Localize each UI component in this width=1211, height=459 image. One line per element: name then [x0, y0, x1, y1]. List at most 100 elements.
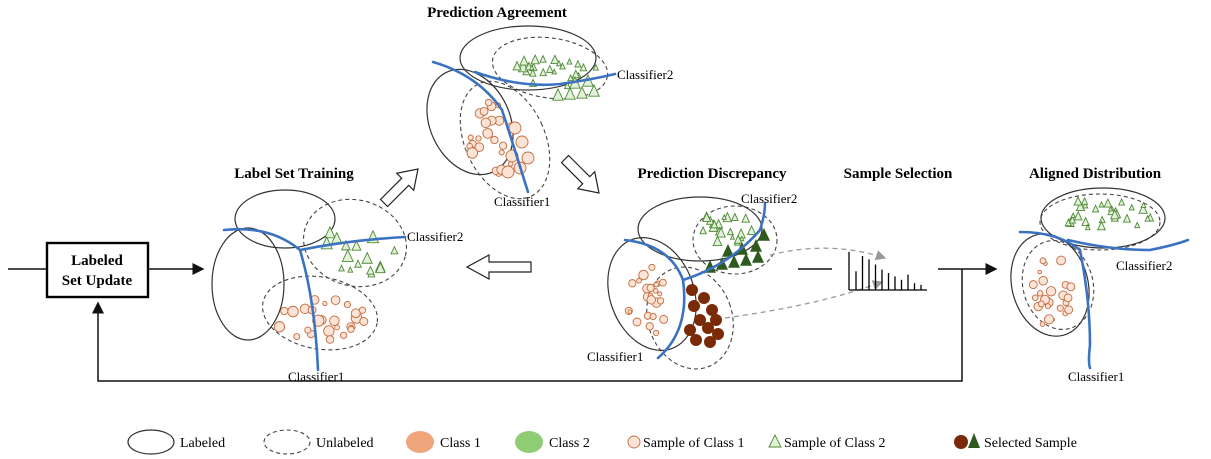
selected-sample-circle	[698, 292, 710, 304]
sample-class1-circle	[628, 279, 637, 288]
selected-sample-triangle	[752, 250, 764, 263]
selected-sample-circle	[688, 300, 700, 312]
sample-class2-triangle	[1080, 196, 1089, 205]
legend: Labeled Unlabeled Class 1 Class 2 Sample…	[127, 429, 1077, 455]
legend-labeled-text: Labeled	[180, 436, 225, 451]
sample-class1-circle	[656, 297, 665, 305]
sample-class2-triangle	[739, 235, 745, 242]
sample-class2-triangle	[1140, 201, 1147, 209]
sample-class2-triangle	[1103, 197, 1113, 208]
classifier2-label-stage2: Classifier2	[617, 67, 673, 82]
stage-label-set-training: Classifier2 Classifier1	[211, 189, 463, 384]
sample-class2-triangle	[1107, 205, 1114, 212]
sample-class1-circle	[467, 134, 474, 141]
sample-class2-triangle	[1122, 213, 1132, 223]
sample-class2-triangle	[529, 68, 537, 77]
selected-sample-circle	[694, 314, 706, 326]
update-box-line1: Labeled	[71, 253, 123, 269]
classifier2-label-stage3: Classifier2	[741, 191, 797, 206]
sample-class2-triangle	[592, 63, 600, 71]
sample-class2-triangle	[366, 265, 375, 275]
title-prediction-discrepancy: Prediction Discrepancy	[637, 166, 787, 182]
selected-sample-triangle	[728, 255, 740, 268]
sample-class2-triangle	[729, 234, 736, 240]
sample-class2-triangle	[564, 86, 576, 100]
sample-class1-circle	[329, 315, 340, 326]
sample-class2-triangle	[1075, 200, 1086, 212]
sample-class1-circle	[657, 291, 663, 297]
labeled-set-update-box	[45, 241, 150, 299]
sample-class1-circle	[653, 281, 659, 288]
sample-class1-circle	[339, 331, 348, 339]
sample-class2-triangle	[1070, 211, 1076, 218]
sample-class2-triangle	[576, 85, 588, 99]
sample-class1-circle	[645, 322, 654, 331]
sample-class1-circle	[280, 306, 289, 316]
title-sample-selection: Sample Selection	[844, 166, 953, 182]
classifier1-boundary-stage2	[431, 60, 530, 194]
classifier1-boundary-stage5	[1018, 230, 1092, 370]
legend-selected-circle-swatch	[954, 435, 968, 449]
sample-class2-triangle	[710, 219, 719, 229]
selected-sample-circle	[712, 328, 724, 340]
stage-aligned-distribution: Classifier2 Classifier1	[1010, 187, 1190, 384]
sample-class1-circle	[508, 121, 522, 135]
selected-sample-circle	[686, 284, 698, 296]
sample-class2-triangle	[354, 259, 363, 268]
sample-class2-triangle	[340, 239, 351, 251]
sample-class2-triangle	[361, 251, 373, 264]
sample-class1-circle	[659, 278, 667, 287]
legend-selected-sample-text: Selected Sample	[984, 436, 1077, 451]
sample-class2-triangle	[539, 67, 548, 77]
legend-labeled-swatch	[127, 429, 175, 455]
sample-class2-triangle	[1091, 204, 1100, 213]
sample-class1-circle	[521, 151, 535, 165]
title-label-set-training: Label Set Training	[234, 166, 354, 182]
sample-class1-circle	[499, 141, 508, 150]
title-aligned-distribution: Aligned Distribution	[1029, 166, 1162, 182]
classifier2-boundary-stage5	[1066, 238, 1190, 252]
selected-sample-circle	[702, 322, 714, 334]
sample-class2-triangle	[1144, 214, 1151, 222]
sample-class2-triangle	[545, 64, 554, 73]
sample-class1-circle	[479, 106, 489, 116]
sample-class1-circle	[350, 308, 361, 319]
sample-class2-triangle	[375, 261, 386, 274]
sample-class1-circle	[501, 165, 515, 179]
sample-class1-circle	[466, 147, 479, 159]
classifier2-boundary-stage3	[681, 201, 767, 282]
classifier2-label-stage5: Classifier2	[1116, 258, 1172, 273]
classifier1-label-stage2: Classifier1	[494, 194, 550, 209]
sample-class2-triangle	[390, 245, 399, 255]
sample-class2-triangle	[567, 73, 574, 82]
sample-class1-circle	[1039, 321, 1046, 327]
sample-class1-circle	[659, 314, 669, 324]
legend-sample-class1-swatch	[627, 435, 641, 449]
sample-class2-triangle	[1134, 221, 1141, 229]
arrow-training-to-agreement	[379, 168, 419, 208]
sample-class1-circle	[1056, 304, 1064, 312]
sample-class2-triangle	[588, 83, 600, 97]
classifier2-label-stage1: Classifier2	[407, 229, 463, 244]
selected-sample-triangle	[750, 239, 762, 252]
sample-class2-triangle	[712, 235, 723, 247]
sample-class2-triangle	[552, 87, 564, 101]
legend-sample-class2-text: Sample of Class 2	[784, 436, 886, 451]
sample-class2-triangle	[1096, 220, 1106, 231]
sample-class2-triangle	[1073, 210, 1083, 221]
sample-class1-circle	[1063, 293, 1073, 303]
sample-class2-triangle	[338, 264, 345, 272]
sample-class2-triangle	[1098, 200, 1105, 208]
sample-class2-triangle	[341, 248, 354, 262]
sample-class2-triangle	[721, 213, 728, 220]
legend-class2-swatch	[515, 431, 543, 453]
sample-class2-triangle	[1082, 201, 1089, 209]
sample-class1-circle	[1066, 282, 1076, 292]
legend-unlabeled-text: Unlabeled	[316, 436, 374, 451]
sample-class2-triangle	[746, 224, 757, 235]
sample-class1-circle	[347, 325, 355, 333]
sample-class2-triangle	[1109, 209, 1120, 220]
sample-class1-circle	[334, 324, 340, 331]
sample-class2-triangle	[351, 239, 362, 251]
